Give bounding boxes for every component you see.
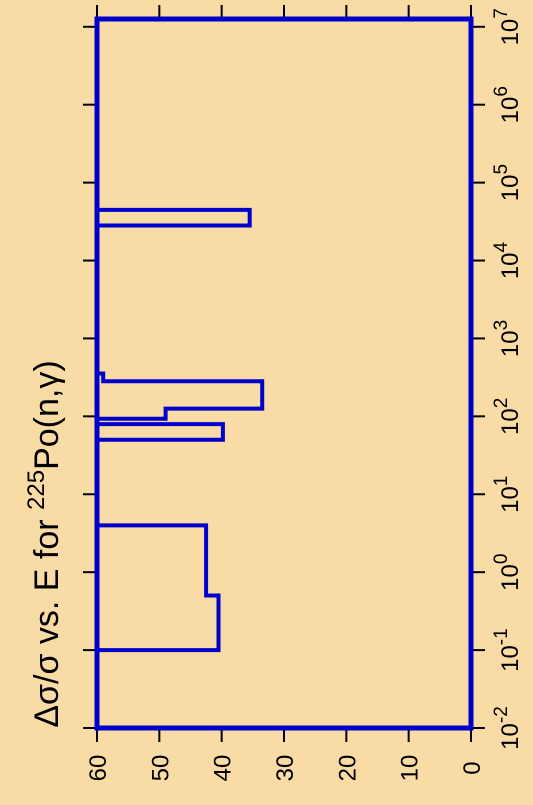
plot-frame — [94, 16, 474, 731]
energy-tick-label: 101 — [491, 476, 524, 513]
value-tick-label: 60 — [85, 755, 112, 782]
value-tick-label: 20 — [334, 755, 361, 782]
energy-tick-label: 102 — [491, 398, 524, 435]
value-tick-label: 10 — [397, 755, 424, 782]
value-tick-label: 30 — [272, 755, 299, 782]
series-layer — [95, 19, 265, 728]
energy-tick-label: 103 — [491, 320, 524, 357]
value-tick-label: 40 — [210, 755, 237, 782]
energy-tick-label: 107 — [491, 8, 524, 45]
energy-tick-label: 100 — [491, 554, 524, 591]
energy-tick-label: 104 — [491, 241, 524, 279]
value-tick-label: 0 — [459, 761, 486, 774]
series-line — [95, 19, 265, 728]
energy-tick-label: 106 — [491, 86, 524, 123]
energy-tick-label: 10-2 — [491, 706, 524, 750]
chart-title: Δσ/σ vs. E for 225Po(n,γ) — [23, 360, 66, 727]
energy-tick-label: 105 — [491, 164, 524, 201]
ticks — [83, 5, 485, 742]
tick-labels: 0 10 20 30 40 50 60 10-2 10-1 100 101 102 103 104 105 1… — [85, 8, 524, 781]
energy-tick-label: 10-1 — [491, 628, 524, 672]
value-tick-label: 50 — [147, 755, 174, 782]
